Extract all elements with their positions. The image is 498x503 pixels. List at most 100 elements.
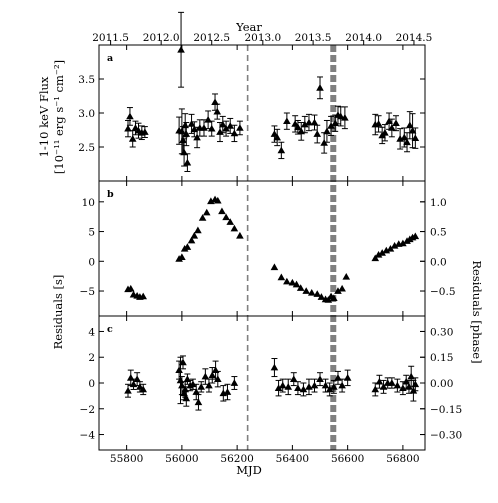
data-point-triangle (190, 231, 199, 239)
panel-c-ytick-label: −2 (80, 404, 95, 416)
top-xtick-label: 2014.5 (396, 32, 433, 44)
data-point-triangle (178, 127, 186, 135)
panel-b-right-ytick-label: −0.5 (430, 286, 456, 298)
data-point-triangle (378, 249, 386, 256)
panel-c-right-ytick-label: 0.30 (430, 326, 453, 338)
data-point-triangle (213, 375, 222, 382)
top-axis-title: Year (235, 20, 262, 34)
data-point-triangle (179, 136, 187, 144)
data-point-triangle (321, 381, 330, 389)
data-point-triangle (182, 394, 191, 402)
data-point-triangle (189, 380, 197, 388)
data-point-triangle (278, 381, 287, 389)
data-point-triangle (388, 124, 396, 131)
panel-b-frame (98, 180, 426, 317)
data-point-triangle (216, 128, 224, 135)
data-point-triangle (198, 214, 207, 221)
data-point-triangle (316, 375, 324, 382)
data-point-triangle (128, 135, 137, 142)
data-point-triangle (270, 263, 279, 271)
panel-c-right-ytick-label: 0.15 (430, 352, 453, 364)
panel-b-ytick-label: 10 (82, 197, 95, 209)
panel-a-frame (98, 44, 426, 182)
data-point-triangle (307, 289, 316, 296)
data-point-triangle (177, 45, 185, 53)
data-point-triangle (301, 120, 309, 128)
data-point-triangle (334, 287, 342, 294)
data-point-triangle (207, 124, 216, 132)
data-point-triangle (382, 246, 391, 254)
data-point-triangle (192, 388, 201, 395)
top-xtick-label: 2011.5 (92, 32, 129, 44)
data-point-triangle (338, 381, 346, 389)
data-point-triangle (386, 244, 395, 252)
data-point-triangle (223, 388, 232, 395)
data-point-triangle (399, 239, 407, 247)
data-point-triangle (371, 254, 380, 262)
residuals-ylabel-right: Residuals [phase] (470, 260, 484, 363)
data-point-triangle (222, 124, 230, 132)
data-point-triangle (270, 363, 279, 371)
data-point-triangle (327, 122, 335, 129)
data-point-triangle (325, 385, 334, 393)
data-point-triangle (288, 278, 297, 286)
x-axis-title: MJD (236, 463, 262, 477)
data-point-triangle (381, 128, 389, 136)
data-point-triangle (136, 383, 144, 390)
data-point-triangle (406, 121, 414, 129)
data-point-triangle (302, 287, 311, 294)
data-point-triangle (375, 377, 384, 385)
data-point-triangle (202, 208, 211, 216)
data-point-triangle (194, 226, 202, 234)
panel-c-right-ytick-label: −0.15 (430, 404, 462, 416)
data-point-triangle (230, 379, 239, 386)
data-point-triangle (226, 122, 235, 129)
data-point-triangle (133, 375, 141, 382)
top-xtick-label: 2013.5 (295, 32, 332, 44)
data-point-triangle (400, 133, 409, 141)
data-point-triangle (316, 84, 324, 91)
data-point-triangle (139, 292, 148, 300)
data-point-triangle (408, 126, 417, 134)
panel-c-ytick-label: −4 (80, 430, 96, 442)
data-point-triangle (331, 119, 340, 127)
data-point-triangle (294, 123, 302, 131)
data-point-triangle (374, 120, 383, 127)
panel-b-label: b (107, 189, 114, 200)
data-point-triangle (402, 377, 411, 385)
data-point-triangle (385, 117, 393, 125)
panel-c-ytick-label: 0 (88, 378, 95, 390)
axes-layer: 2.5 3.0 3.5 a −5 0 5 10 −0.5 0.0 0.5 1.0 b −4 −2 0 2 4 −0.… (78, 32, 462, 465)
data-point-triangle (187, 236, 196, 244)
data-point-triangle (324, 296, 333, 303)
data-point-triangle (310, 381, 319, 389)
panel-b-ytick-label: 0 (88, 256, 95, 268)
data-point-triangle (296, 284, 305, 291)
data-point-triangle (411, 232, 420, 240)
data-point-triangle (126, 112, 134, 120)
data-point-triangle (201, 372, 210, 380)
data-point-triangle (236, 231, 244, 239)
data-point-triangle (338, 284, 346, 292)
data-point-triangle (207, 197, 215, 205)
data-point-triangle (388, 379, 396, 386)
data-point-triangle (289, 375, 298, 382)
data-point-triangle (218, 120, 227, 128)
data-point-triangle (273, 133, 281, 141)
data-point-triangle (230, 224, 239, 232)
data-point-triangle (317, 293, 326, 300)
data-point-triangle (179, 358, 187, 366)
panel-a-label: a (107, 53, 113, 64)
data-point-triangle (330, 383, 338, 390)
data-point-triangle (393, 381, 402, 389)
x-tick-label: 56000 (165, 453, 198, 465)
data-point-triangle (194, 398, 203, 406)
data-point-triangle (399, 384, 407, 392)
x-tick-label: 56400 (276, 453, 309, 465)
data-point-triangle (294, 384, 302, 392)
data-point-triangle (392, 119, 400, 127)
data-point-triangle (274, 384, 283, 392)
data-point-triangle (277, 273, 286, 281)
